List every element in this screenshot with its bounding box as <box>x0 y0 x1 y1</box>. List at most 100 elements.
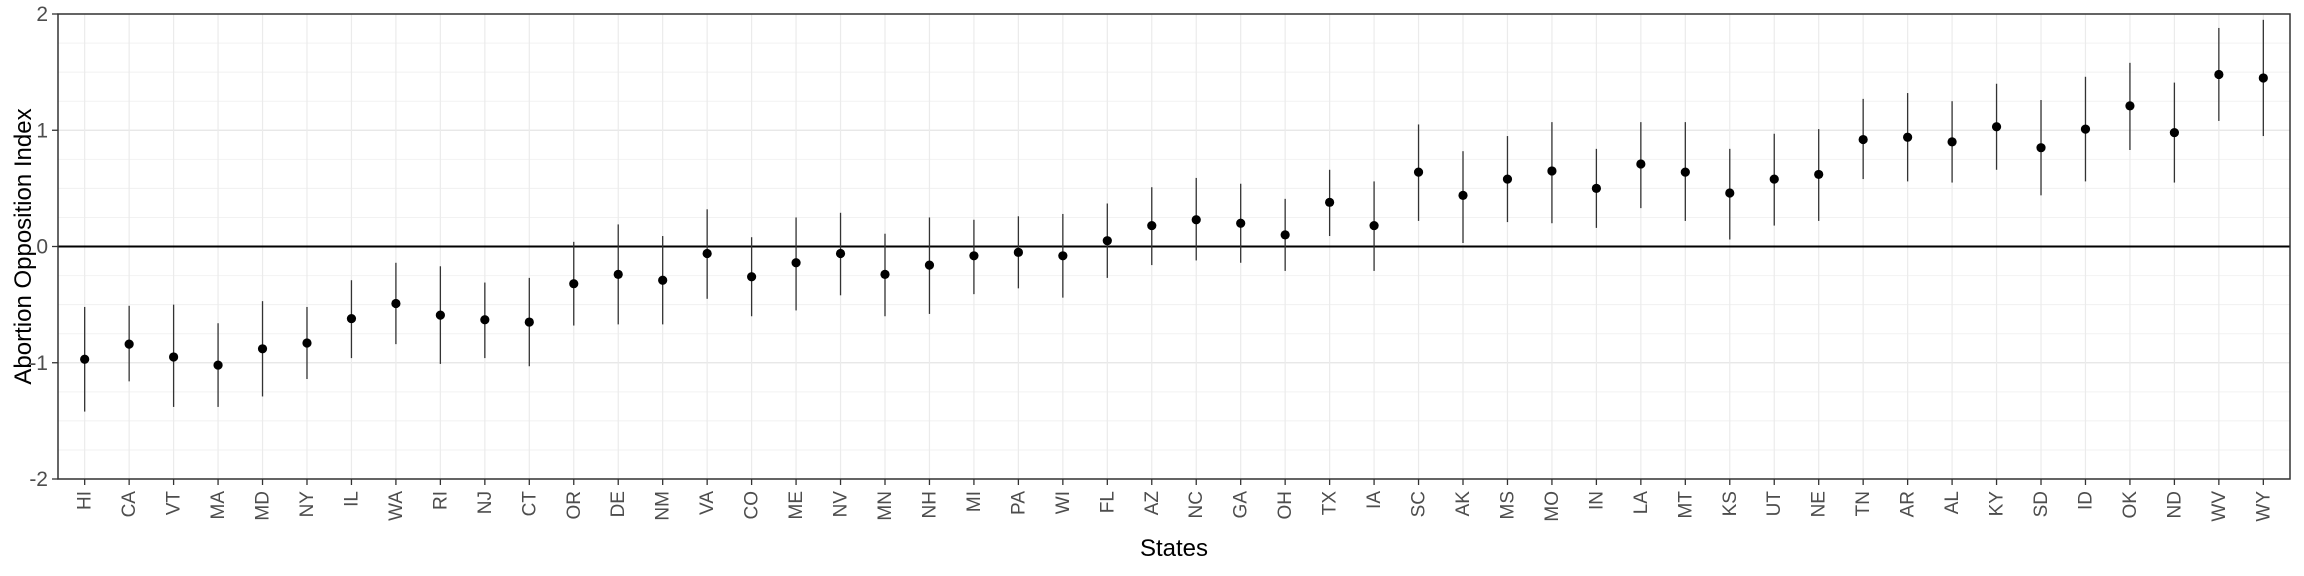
x-tick-label: MD <box>253 491 274 521</box>
point-nc <box>1191 215 1201 225</box>
x-tick-label: VT <box>164 491 185 516</box>
x-tick-label: NC <box>1186 491 1207 518</box>
x-tick-label: CT <box>519 491 540 517</box>
x-tick-label: OK <box>2120 491 2141 519</box>
point-de <box>613 269 623 279</box>
point-sd <box>2036 143 2046 153</box>
point-mt <box>1680 167 1690 177</box>
x-tick-label: MT <box>1675 491 1696 519</box>
point-tx <box>1325 197 1335 207</box>
x-tick-label: GA <box>1231 491 1252 519</box>
point-mn <box>880 269 890 279</box>
point-pa <box>1013 247 1023 257</box>
point-co <box>747 272 757 282</box>
point-ms <box>1502 174 1513 184</box>
x-tick-label: NH <box>919 491 940 518</box>
point-ne <box>1814 169 1824 180</box>
point-va <box>702 248 712 259</box>
point-mo <box>1547 166 1557 176</box>
point-wv <box>2214 69 2224 80</box>
x-axis-title: States <box>1140 535 1208 562</box>
x-tick-label: NY <box>297 491 318 518</box>
y-axis-title: Abortion Opposition Index <box>10 108 37 384</box>
x-tick-label: NJ <box>475 491 496 514</box>
point-ak <box>1458 190 1468 200</box>
point-wa <box>391 298 401 309</box>
x-tick-label: MA <box>208 491 229 520</box>
x-tick-label: RI <box>430 491 451 510</box>
point-ut <box>1769 174 1779 184</box>
x-tick-label: AZ <box>1142 491 1163 516</box>
x-tick-label: HI <box>75 491 96 510</box>
x-tick-label: NM <box>653 491 674 521</box>
x-tick-label: TN <box>1853 491 1874 516</box>
x-tick-label: MI <box>964 491 985 512</box>
x-tick-label: IA <box>1364 491 1385 509</box>
point-il <box>346 313 357 324</box>
point-sc <box>1413 167 1424 177</box>
point-fl <box>1102 236 1112 246</box>
point-id <box>2080 124 2091 134</box>
x-tick-label: KS <box>1720 491 1741 516</box>
x-tick-label: FL <box>1097 491 1118 513</box>
point-ky <box>1991 122 2002 132</box>
y-tick-label: -1 <box>29 352 48 375</box>
point-ny <box>302 338 312 348</box>
point-ar <box>1903 132 1913 142</box>
x-tick-label: ID <box>2075 491 2096 510</box>
x-tick-label: ME <box>786 491 807 520</box>
point-wy <box>2258 73 2268 83</box>
point-al <box>1947 137 1957 147</box>
point-ga <box>1236 218 1246 228</box>
x-tick-label: WY <box>2253 491 2274 522</box>
point-nv <box>835 248 846 259</box>
point-ri <box>435 310 445 320</box>
x-tick-label: AK <box>1453 491 1474 517</box>
x-tick-label: DE <box>608 491 629 517</box>
x-tick-label: CO <box>742 491 763 520</box>
x-tick-label: TX <box>1320 491 1341 516</box>
x-tick-label: IN <box>1586 491 1607 510</box>
point-ks <box>1725 188 1735 198</box>
point-nm <box>658 275 668 285</box>
point-la <box>1636 159 1646 169</box>
x-tick-label: AL <box>1942 491 1963 514</box>
point-wi <box>1058 251 1068 261</box>
x-tick-label: OR <box>564 491 585 520</box>
x-tick-label: MO <box>1542 491 1563 522</box>
x-tick-label: ND <box>2164 491 2185 518</box>
x-tick-label: WI <box>1053 491 1074 514</box>
x-tick-label: VA <box>697 491 718 515</box>
point-nj <box>480 315 490 325</box>
point-ca <box>124 339 134 349</box>
data-points <box>80 69 2268 370</box>
y-tick-label: 0 <box>36 236 48 259</box>
point-ok <box>2125 101 2135 111</box>
x-tick-label: IL <box>341 491 362 507</box>
x-tick-label: CA <box>119 491 140 518</box>
x-tick-label: OH <box>1275 491 1296 520</box>
point-mi <box>969 251 979 261</box>
point-me <box>791 258 801 268</box>
x-tick-label: NV <box>831 491 852 518</box>
x-tick-label: AR <box>1898 491 1919 517</box>
x-axis: HI CA VT MA MD NY IL WA RI NJ CT OR DE NM VA CO ME NV MN NH… <box>75 479 2274 522</box>
x-tick-label: NE <box>1809 491 1830 517</box>
x-tick-label: PA <box>1008 491 1029 515</box>
y-tick-label: 2 <box>36 3 48 26</box>
point-md <box>257 344 268 354</box>
point-nd <box>2169 127 2179 138</box>
point-ia <box>1369 220 1379 231</box>
x-tick-label: KY <box>1987 491 2008 517</box>
point-az <box>1147 220 1157 231</box>
point-ct <box>524 317 534 327</box>
point-in <box>1591 183 1601 193</box>
x-tick-label: MS <box>1497 491 1518 520</box>
x-tick-label: LA <box>1631 491 1652 515</box>
y-tick-label: 1 <box>36 119 48 142</box>
point-tn <box>1858 134 1868 145</box>
point-ma <box>213 360 223 370</box>
point-oh <box>1280 230 1290 240</box>
x-tick-label: UT <box>1764 491 1785 517</box>
